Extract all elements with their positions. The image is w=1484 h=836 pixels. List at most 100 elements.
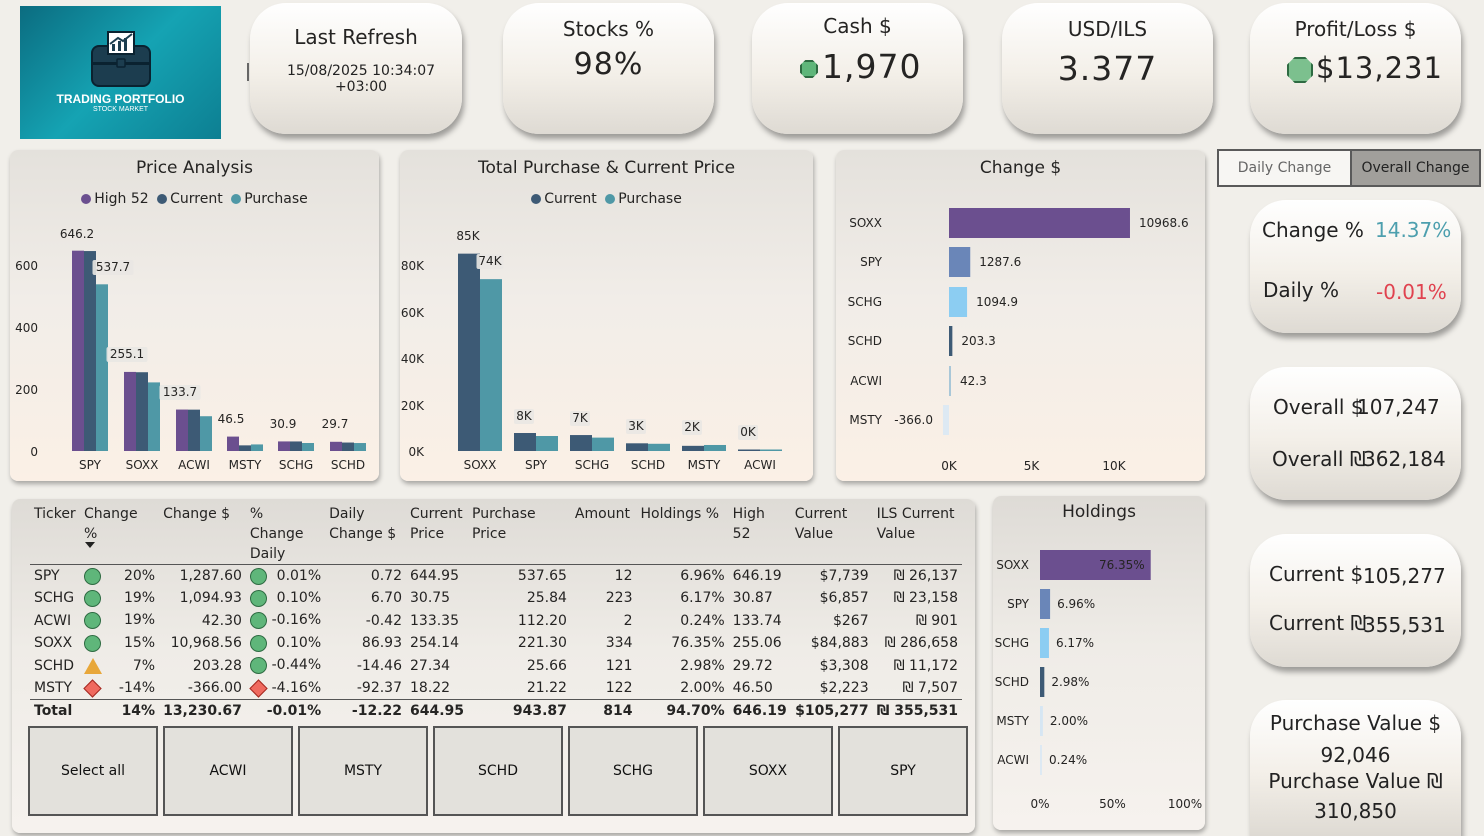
cash-value: 1,970: [822, 47, 922, 86]
table-row[interactable]: MSTY -14% -366.00 -4.16% -92.37 18.22 21.22 122…: [30, 677, 962, 700]
x-tick-label: MSTY: [688, 458, 721, 472]
cell-ils-current-value: ₪ 7,507: [902, 680, 958, 696]
col-change-usd[interactable]: Change $: [163, 506, 231, 522]
toggle-overall-change[interactable]: Overall Change: [1350, 149, 1481, 187]
slicer-button-schd[interactable]: SCHD: [433, 726, 563, 816]
table-row[interactable]: ACWI 19% 42.30 -0.16% -0.42 133.35 112.20 2 0.24…: [30, 610, 962, 633]
bar-schg-2: [302, 443, 314, 451]
bar-acwi: [1040, 745, 1042, 775]
col-holdings-pct[interactable]: Holdings %: [640, 506, 720, 522]
cell-daily-change-usd: 6.70: [370, 590, 402, 607]
bar-spy-0: [514, 433, 536, 451]
col-current-price[interactable]: Current Price: [410, 506, 463, 542]
slicer-button-acwi[interactable]: ACWI: [163, 726, 293, 816]
green-circle-icon: [83, 634, 101, 652]
cell-high-52: 29.72: [732, 657, 773, 674]
cell-purchase-price: 25.84: [526, 590, 567, 607]
red-diamond-icon: [249, 678, 268, 698]
cell-change-pct: 19%: [80, 610, 159, 633]
col-pct-change-daily[interactable]: % Change Daily: [249, 506, 304, 562]
cell-holdings-pct: 6.17%: [680, 590, 725, 607]
slicer-button-soxx[interactable]: SOXX: [703, 726, 833, 816]
bar-acwi-1: [760, 449, 782, 451]
data-label-bg: [626, 419, 646, 434]
cell-holdings-pct: 2.98%: [680, 657, 725, 674]
bar-msty-2: [251, 444, 263, 451]
data-label-bg: [514, 409, 534, 424]
slicer-button-select-all[interactable]: Select all: [28, 726, 158, 816]
y-tick-label: 600: [15, 259, 38, 273]
data-label-bg: [159, 385, 201, 400]
x-tick-label: MSTY: [229, 458, 262, 472]
legend-dot-high52: [81, 194, 92, 204]
col-ticker[interactable]: Ticker: [34, 506, 76, 522]
y-tick-label: SOXX: [996, 558, 1029, 572]
bar-spy-1: [536, 435, 558, 451]
data-label: 46.5: [218, 412, 245, 426]
cell-pct-change-daily: 0.10%: [246, 587, 325, 610]
overall-card: Overall $ 107,247 Overall ₪ 362,184: [1250, 367, 1461, 500]
change-usd-title: Change $: [979, 158, 1062, 178]
col-purchase-price[interactable]: Purchase Price: [472, 506, 536, 542]
data-label: 42.3: [960, 374, 987, 388]
cell-total-purchase-price: 943.87: [468, 699, 571, 722]
table-row[interactable]: SOXX 15% 10,968.56 0.10% 86.93 254.14 221.30 33…: [30, 632, 962, 655]
usd-ils-label: USD/ILS: [1067, 17, 1148, 41]
data-label: 85K: [456, 229, 480, 243]
cell-total-current-value: $105,277: [790, 699, 873, 722]
toggle-daily-change[interactable]: Daily Change: [1217, 149, 1350, 187]
cell-total-amount: 814: [570, 699, 637, 722]
bar-soxx-0: [124, 371, 136, 451]
logo-title: TRADING PORTFOLIO: [56, 92, 185, 106]
col-high-52[interactable]: High 52: [732, 506, 765, 542]
col-amount[interactable]: Amount: [574, 506, 630, 522]
current-usd-label: Current $: [1269, 562, 1364, 586]
purchase-ils-label: Purchase Value ₪: [1268, 769, 1443, 793]
x-tick-label: ACWI: [178, 458, 210, 472]
x-tick-label: SCHD: [331, 458, 365, 472]
cell-daily-change-usd: 0.72: [370, 568, 402, 584]
cell-change-pct: 7%: [80, 655, 159, 678]
table-row[interactable]: SCHG 19% 1,094.93 0.10% 6.70 30.75 25.84 223 6.1…: [30, 587, 962, 610]
y-tick-label: ACWI: [850, 374, 882, 388]
cell-amount: 121: [605, 657, 633, 674]
green-circle-icon: [83, 589, 101, 607]
price-analysis-title: Price Analysis: [136, 158, 253, 178]
data-label: 30.9: [270, 417, 297, 431]
legend-dot-purchase: [605, 194, 616, 204]
cell-ticker: SCHG: [34, 590, 75, 607]
col-current-value[interactable]: Current Value: [794, 506, 848, 542]
cell-current-value: $267: [832, 612, 869, 629]
cell-ticker: MSTY: [34, 680, 73, 696]
table-row[interactable]: SPY 20% 1,287.60 0.01% 0.72 644.95 537.65 12 6.9…: [30, 565, 962, 588]
green-circle-icon: [249, 634, 267, 652]
x-tick-label: 0K: [941, 459, 958, 473]
cell-holdings-pct: 2.00%: [680, 680, 725, 696]
purchase-ils-value: 310,850: [1314, 799, 1397, 823]
bar-schg-0: [570, 435, 592, 451]
slicer-button-schg[interactable]: SCHG: [568, 726, 698, 816]
cell-total-daily-pct: -0.01%: [245, 699, 326, 722]
table-row[interactable]: SCHD 7% 203.28 -0.44% -14.46 27.34 25.66 121 2.9…: [30, 655, 962, 678]
cell-amount: 12: [614, 568, 633, 584]
change-usd-panel: Change $ SOXX 10968.6 SPY 1287.6 SCHG 1094.9 S…: [836, 150, 1205, 481]
slicer-button-spy[interactable]: SPY: [838, 726, 968, 816]
data-label: 646.2: [60, 227, 94, 241]
last-refresh-card: Last Refresh 15/08/2025 10:34:07 +03:00: [247, 3, 462, 134]
current-ils-value: 355,531: [1363, 613, 1446, 637]
y-tick-label: 200: [15, 383, 38, 397]
current-usd-value: 105,277: [1363, 564, 1446, 588]
data-label: 133.7: [163, 385, 197, 399]
legend-dot-current: [157, 194, 168, 204]
cell-total-current-price: 644.95: [406, 699, 469, 722]
col-daily-change-usd[interactable]: Daily Change $: [329, 506, 397, 542]
data-label: 8K: [516, 409, 533, 423]
col-change-pct[interactable]: Change %: [83, 506, 138, 542]
slicer-button-msty[interactable]: MSTY: [298, 726, 428, 816]
bar-schd-2: [354, 443, 366, 451]
col-ils-current-value[interactable]: ILS Current Value: [876, 506, 955, 542]
green-circle-icon: [249, 589, 267, 607]
cell-change-pct: 20%: [80, 565, 159, 588]
cell-purchase-price: 25.66: [526, 657, 567, 674]
cell-current-price: 644.95: [410, 568, 459, 584]
